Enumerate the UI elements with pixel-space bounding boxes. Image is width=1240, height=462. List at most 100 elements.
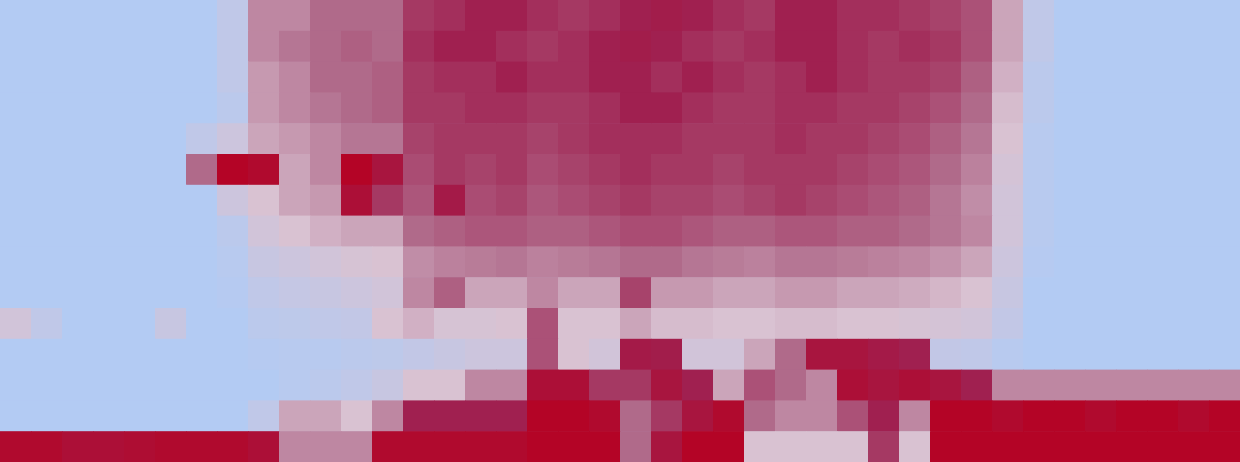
cell [1085, 277, 1117, 308]
cell [403, 339, 435, 370]
cell [31, 277, 63, 308]
cell [217, 0, 249, 31]
cell [868, 154, 900, 185]
cell [1085, 31, 1117, 62]
cell [124, 339, 156, 370]
cell [372, 185, 404, 216]
cell [31, 92, 63, 123]
cell [806, 31, 838, 62]
cell [651, 123, 683, 154]
cell [651, 185, 683, 216]
cell [775, 185, 807, 216]
cell [62, 62, 94, 93]
cell [93, 154, 125, 185]
cell [31, 123, 63, 154]
cell [62, 308, 94, 339]
cell [1054, 31, 1086, 62]
cell [713, 339, 745, 370]
cell [62, 31, 94, 62]
cell [961, 123, 993, 154]
cell [682, 431, 714, 462]
cell [124, 277, 156, 308]
cell [93, 246, 125, 277]
cell [1023, 308, 1055, 339]
cell [31, 370, 63, 401]
cell [31, 400, 63, 431]
cell [124, 370, 156, 401]
cell [155, 370, 187, 401]
cell [0, 154, 32, 185]
cell [279, 339, 311, 370]
cell [217, 400, 249, 431]
cell [651, 62, 683, 93]
cell [434, 62, 466, 93]
cell [868, 92, 900, 123]
cell [93, 431, 125, 462]
cell [62, 216, 94, 247]
cell [589, 0, 621, 31]
cell [1085, 308, 1117, 339]
cell [620, 277, 652, 308]
cell [1147, 216, 1179, 247]
cell [1147, 31, 1179, 62]
cell [1085, 246, 1117, 277]
cell [93, 123, 125, 154]
cell [248, 431, 280, 462]
cell [775, 123, 807, 154]
cell [682, 31, 714, 62]
cell [992, 370, 1024, 401]
cell [744, 185, 776, 216]
cell [31, 154, 63, 185]
cell [217, 308, 249, 339]
cell [837, 0, 869, 31]
cell [0, 216, 32, 247]
cell [1209, 31, 1240, 62]
cell [837, 339, 869, 370]
cell [496, 31, 528, 62]
cell [992, 31, 1024, 62]
cell [31, 431, 63, 462]
cell [155, 123, 187, 154]
cell [434, 339, 466, 370]
cell [868, 62, 900, 93]
cell [155, 92, 187, 123]
cell [496, 123, 528, 154]
cell [837, 92, 869, 123]
cell [496, 154, 528, 185]
cell [465, 308, 497, 339]
cell [341, 123, 373, 154]
cell [1178, 154, 1210, 185]
cell [620, 431, 652, 462]
cell [992, 308, 1024, 339]
cell [806, 431, 838, 462]
cell [279, 62, 311, 93]
cell [403, 62, 435, 93]
cell [372, 339, 404, 370]
cell [93, 62, 125, 93]
cell [465, 431, 497, 462]
cell [682, 123, 714, 154]
cell [806, 216, 838, 247]
cell [248, 400, 280, 431]
cell [93, 277, 125, 308]
cell [124, 0, 156, 31]
cell [186, 277, 218, 308]
cell [899, 370, 931, 401]
cell [434, 154, 466, 185]
cell [217, 123, 249, 154]
cell [1085, 0, 1117, 31]
cell [155, 308, 187, 339]
cell [775, 277, 807, 308]
cell [806, 246, 838, 277]
cell [248, 308, 280, 339]
cell [248, 154, 280, 185]
cell [1085, 123, 1117, 154]
cell [341, 431, 373, 462]
cell [899, 62, 931, 93]
cell [372, 92, 404, 123]
cell [527, 431, 559, 462]
cell [527, 31, 559, 62]
cell [713, 31, 745, 62]
cell [217, 92, 249, 123]
cell [1178, 277, 1210, 308]
